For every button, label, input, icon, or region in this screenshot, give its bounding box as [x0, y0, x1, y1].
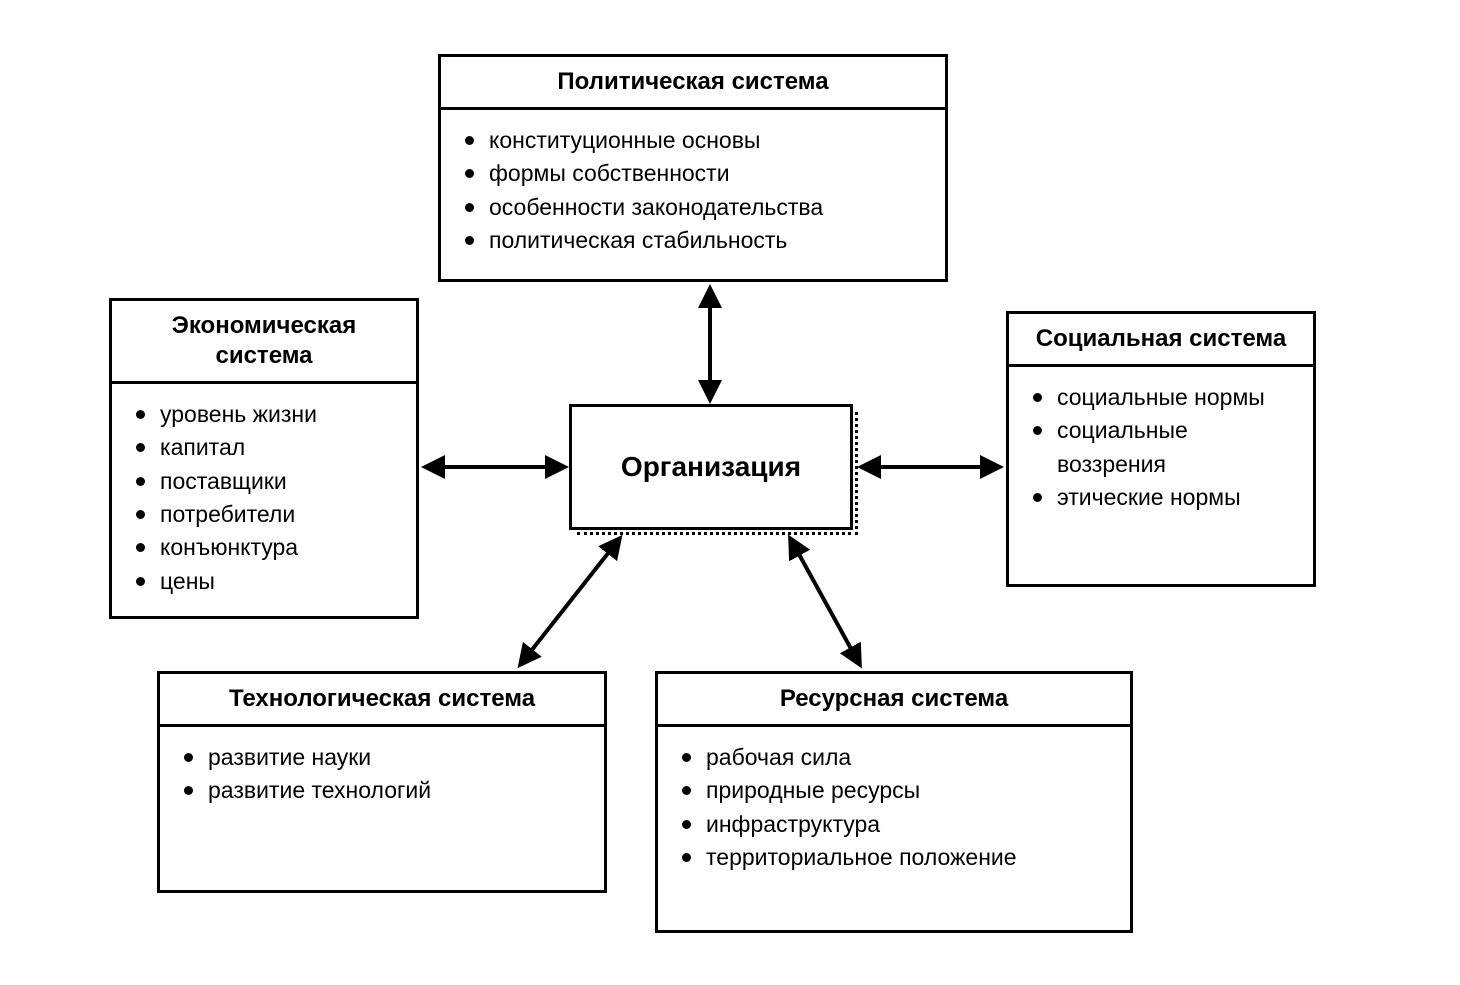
node-social-title: Социальная система	[1009, 314, 1313, 367]
list-item: уровень жизни	[134, 398, 394, 431]
list-item: развитие науки	[182, 741, 582, 774]
node-economic: Экономическая система уровень жизни капи…	[109, 298, 419, 619]
list-item: особенности законодательства	[463, 191, 923, 224]
node-technological-items: развитие науки развитие технологий	[160, 727, 604, 826]
node-economic-items: уровень жизни капитал поставщики потреби…	[112, 384, 416, 616]
double-arrow	[520, 538, 620, 665]
list-item: конституционные основы	[463, 124, 923, 157]
list-item: формы собственности	[463, 157, 923, 190]
node-economic-title: Экономическая система	[112, 301, 416, 384]
list-item: политическая стабильность	[463, 224, 923, 257]
list-item: территориальное положение	[680, 841, 1108, 874]
node-social-items: социальные нормы социальные воззрения эт…	[1009, 367, 1313, 532]
node-resource-items: рабочая сила природные ресурсы инфрастру…	[658, 727, 1130, 892]
node-social: Социальная система социальные нормы соци…	[1006, 311, 1316, 587]
node-resource: Ресурсная система рабочая сила природные…	[655, 671, 1133, 933]
list-item: социальные нормы	[1031, 381, 1291, 414]
list-item: рабочая сила	[680, 741, 1108, 774]
node-political: Политическая система конституционные осн…	[438, 54, 948, 282]
node-resource-title: Ресурсная система	[658, 674, 1130, 727]
double-arrow	[790, 538, 860, 665]
list-item: социальные воззрения	[1031, 414, 1291, 481]
list-item: конъюнктура	[134, 531, 394, 564]
list-item: этические нормы	[1031, 481, 1291, 514]
list-item: капитал	[134, 431, 394, 464]
list-item: потребители	[134, 498, 394, 531]
node-political-title: Политическая система	[441, 57, 945, 110]
list-item: инфраструктура	[680, 808, 1108, 841]
list-item: цены	[134, 565, 394, 598]
node-technological: Технологическая система развитие науки р…	[157, 671, 607, 893]
list-item: развитие технологий	[182, 774, 582, 807]
node-technological-title: Технологическая система	[160, 674, 604, 727]
list-item: поставщики	[134, 465, 394, 498]
list-item: природные ресурсы	[680, 774, 1108, 807]
node-political-items: конституционные основы формы собственнос…	[441, 110, 945, 275]
center-label: Организация	[621, 451, 801, 483]
center-organization-box: Организация	[569, 404, 853, 530]
